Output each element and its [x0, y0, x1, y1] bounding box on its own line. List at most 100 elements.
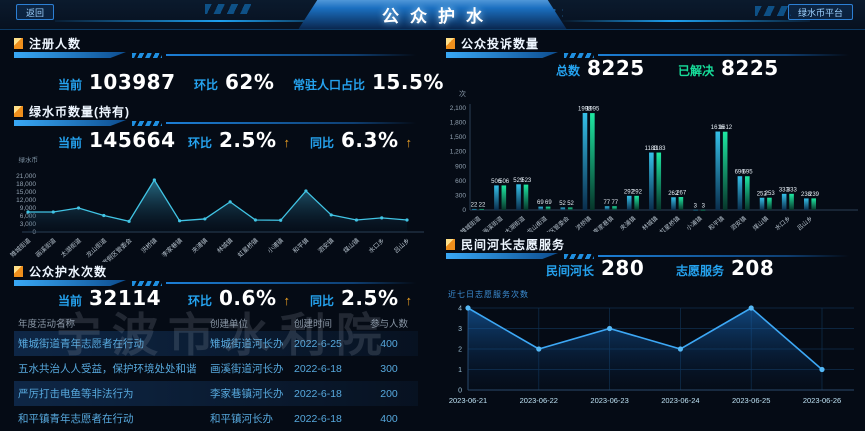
svg-text:69: 69	[545, 200, 552, 206]
stat-volunteer-services: 志愿服务 208	[676, 256, 774, 280]
svg-text:523: 523	[521, 178, 532, 184]
cell-time: 2022-6-18	[294, 412, 342, 425]
cell-participants: 200	[380, 387, 398, 400]
stat-value: 32114	[89, 286, 162, 310]
svg-text:太湖街道: 太湖街道	[503, 214, 527, 232]
col-header-activity: 年度活动名称	[18, 318, 76, 330]
stat-registered-resident-ratio: 常驻人口占比 15.5%	[293, 70, 444, 94]
header-decor-line-right	[560, 20, 810, 22]
stat-complaints-resolved: 已解决 8225	[678, 56, 779, 80]
green-coin-area-chart: 绿水币03,0006,0009,00012,00015,00018,00021,…	[4, 144, 430, 284]
cell-participants: 400	[380, 412, 398, 425]
svg-text:4: 4	[458, 306, 462, 313]
svg-text:水口乡: 水口乡	[773, 214, 792, 232]
cell-participants: 400	[380, 337, 398, 350]
svg-text:1,500: 1,500	[450, 134, 467, 141]
svg-text:529: 529	[513, 178, 524, 184]
cell-unit: 雉城街道河长办	[210, 338, 284, 350]
up-arrow-icon: ↑	[405, 135, 412, 150]
cell-activity: 五水共治人人受益，保护环境处处和谐	[18, 363, 197, 375]
svg-text:15,000: 15,000	[16, 189, 36, 196]
svg-text:333: 333	[787, 187, 798, 193]
svg-text:52: 52	[559, 201, 566, 207]
section-bookmark-icon	[14, 105, 23, 117]
svg-text:泗安镇: 泗安镇	[729, 214, 748, 232]
svg-text:239: 239	[809, 192, 820, 198]
svg-text:吕山乡: 吕山乡	[795, 214, 814, 232]
header-decor-slash-left	[205, 4, 251, 14]
svg-text:18,000: 18,000	[16, 181, 36, 188]
svg-text:1995: 1995	[586, 107, 600, 113]
svg-text:1183: 1183	[653, 146, 667, 152]
svg-text:画溪街道: 画溪街道	[34, 237, 58, 260]
cell-time: 2022-6-18	[294, 362, 342, 375]
svg-text:253: 253	[765, 191, 776, 197]
page-title: 公众护水	[382, 7, 494, 26]
col-header-unit: 创建单位	[210, 318, 249, 330]
svg-text:小浦镇: 小浦镇	[685, 214, 704, 232]
back-button[interactable]: 返回	[16, 4, 55, 20]
svg-text:2023-06-24: 2023-06-24	[661, 396, 699, 405]
section-bookmark-icon	[446, 37, 455, 49]
svg-text:1: 1	[458, 367, 462, 374]
stat-protect-mom: 环比 0.6% ↑	[188, 286, 290, 310]
svg-text:雉城街道: 雉城街道	[459, 214, 483, 232]
stat-label: 环比	[194, 78, 219, 92]
svg-text:2023-06-23: 2023-06-23	[590, 396, 628, 405]
cell-unit: 和平镇河长办	[210, 413, 273, 425]
svg-text:333: 333	[779, 187, 790, 193]
stat-label: 当前	[58, 294, 83, 308]
svg-text:虹星桥镇: 虹星桥镇	[236, 237, 260, 260]
svg-text:21,000: 21,000	[16, 173, 36, 180]
stat-complaints-total: 总数 8225	[556, 56, 645, 80]
stat-label: 民间河长	[546, 264, 595, 278]
svg-text:夹浦镇: 夹浦镇	[618, 214, 637, 232]
section-green-coin: 绿水币数量(持有)	[14, 104, 418, 128]
svg-text:吕山乡: 吕山乡	[392, 237, 411, 255]
svg-text:泗安镇: 泗安镇	[316, 237, 335, 255]
svg-text:2023-06-25: 2023-06-25	[732, 396, 770, 405]
green-coin-platform-button[interactable]: 绿水币平台	[787, 4, 853, 20]
stat-coin-current: 当前 145664	[58, 128, 176, 152]
activity-table: 年度活动名称 创建单位 创建时间 参与人数 雉城街道青年志愿者在行动 雉城街道河长…	[14, 314, 418, 431]
stat-value: 8225	[587, 56, 645, 80]
svg-text:画溪街道: 画溪街道	[481, 214, 505, 232]
svg-text:900: 900	[455, 163, 466, 170]
stat-label: 志愿服务	[676, 264, 725, 278]
stat-label: 已解决	[678, 64, 715, 78]
cell-unit: 李家巷镇河长办	[210, 388, 284, 400]
svg-text:252: 252	[757, 191, 768, 197]
svg-text:292: 292	[632, 189, 643, 195]
svg-text:绿水币: 绿水币	[19, 155, 39, 164]
svg-text:次: 次	[459, 89, 466, 98]
header-decor-slash-right	[755, 6, 791, 16]
stat-label: 环比	[188, 136, 213, 150]
svg-text:506: 506	[499, 179, 510, 185]
svg-text:2023-06-21: 2023-06-21	[449, 396, 487, 405]
cell-time: 2022-6-18	[294, 387, 342, 400]
svg-text:夹浦镇: 夹浦镇	[190, 237, 209, 255]
svg-text:3: 3	[694, 203, 698, 209]
cell-activity: 和平镇青年志愿者在行动	[18, 413, 134, 425]
svg-text:69: 69	[537, 200, 544, 206]
stat-value: 62%	[225, 70, 275, 94]
cell-activity: 雉城街道青年志愿者在行动	[18, 338, 144, 350]
cell-unit: 画溪街道河长办	[210, 363, 284, 375]
stat-value: 103987	[89, 70, 176, 94]
cell-participants: 300	[380, 362, 398, 375]
svg-text:2023-06-22: 2023-06-22	[520, 396, 558, 405]
svg-text:1616: 1616	[711, 125, 725, 131]
svg-text:雉城街道: 雉城街道	[9, 237, 33, 260]
svg-text:52: 52	[567, 201, 574, 207]
svg-text:77: 77	[611, 200, 618, 206]
svg-text:龙山街道: 龙山街道	[525, 214, 549, 232]
svg-text:2023-06-26: 2023-06-26	[803, 396, 841, 405]
svg-text:1,800: 1,800	[450, 120, 467, 127]
cell-time: 2022-6-25	[294, 337, 342, 350]
header-bar: 返回 公众护水 绿水币平台	[0, 0, 865, 30]
table-row: 严厉打击电鱼等非法行为 李家巷镇河长办 2022-6-18 200	[14, 381, 418, 406]
stat-registered-current: 当前 103987	[58, 70, 176, 94]
svg-text:小浦镇: 小浦镇	[266, 237, 285, 255]
stat-coin-yoy: 同比 6.3% ↑	[310, 128, 412, 152]
